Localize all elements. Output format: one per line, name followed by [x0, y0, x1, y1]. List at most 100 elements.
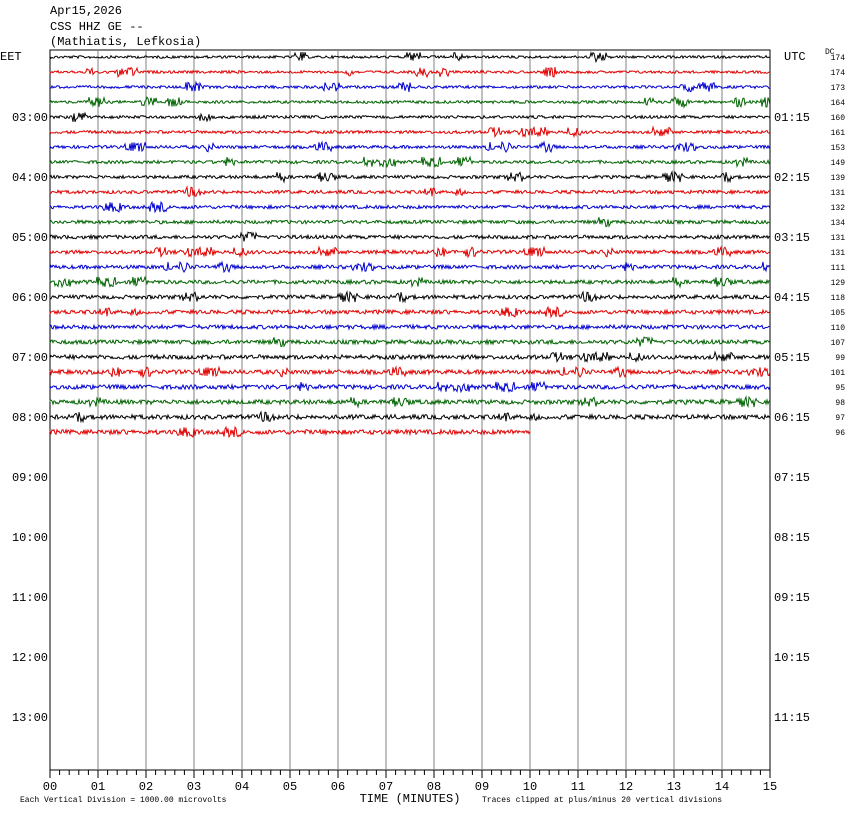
utc-time: 06:15 [774, 411, 810, 425]
dc-value: 164 [831, 99, 846, 108]
seismic-trace [49, 410, 771, 424]
x-tick-label: 11 [571, 780, 585, 794]
seismic-trace [49, 111, 771, 123]
seismic-trace [49, 245, 771, 259]
eet-time: 10:00 [12, 531, 48, 545]
x-tick-label: 06 [331, 780, 345, 794]
x-tick-label: 03 [187, 780, 201, 794]
eet-time: 07:00 [12, 351, 48, 365]
x-tick-label: 14 [715, 780, 729, 794]
dc-value: 161 [831, 129, 846, 138]
seismic-trace [49, 395, 771, 409]
seismic-trace [49, 80, 771, 93]
dc-value: 118 [831, 294, 846, 303]
seismic-trace [49, 200, 771, 214]
x-tick-label: 08 [427, 780, 441, 794]
seismic-trace [49, 217, 770, 228]
dc-value: 111 [831, 264, 846, 273]
dc-value: 110 [831, 324, 846, 333]
dc-value: 139 [831, 174, 846, 183]
location: (Mathiatis, Lefkosia) [50, 35, 201, 49]
seismic-trace [49, 365, 771, 379]
dc-value: 105 [831, 309, 846, 318]
seismic-trace [49, 290, 771, 304]
dc-value: 174 [831, 54, 846, 63]
x-tick-label: 13 [667, 780, 681, 794]
eet-time: 08:00 [12, 411, 48, 425]
x-tick-label: 09 [475, 780, 489, 794]
plot-frame [49, 49, 771, 771]
utc-time: 01:15 [774, 111, 810, 125]
eet-time: 04:00 [12, 171, 48, 185]
eet-time: 11:00 [12, 591, 48, 605]
eet-time: 05:00 [12, 231, 48, 245]
dc-label: DC [825, 48, 835, 57]
seismic-trace [49, 336, 771, 348]
dc-value: 131 [831, 249, 846, 258]
seismic-trace [49, 350, 771, 364]
seismic-trace [49, 425, 531, 439]
utc-time: 05:15 [774, 351, 810, 365]
seismic-trace [49, 140, 771, 154]
dc-value: 99 [835, 354, 845, 363]
x-tick-label: 01 [91, 780, 105, 794]
dc-value: 160 [831, 114, 846, 123]
x-tick-label: 10 [523, 780, 537, 794]
dc-value: 134 [831, 219, 846, 228]
seismic-trace [49, 170, 771, 184]
eet-time: 06:00 [12, 291, 48, 305]
eet-time: 13:00 [12, 711, 48, 725]
seismic-trace [49, 95, 771, 109]
eet-time: 09:00 [12, 471, 48, 485]
dc-value: 153 [831, 144, 846, 153]
utc-time: 10:15 [774, 651, 810, 665]
utc-time: 08:15 [774, 531, 810, 545]
dc-value: 149 [831, 159, 846, 168]
seismic-trace [49, 51, 771, 64]
footer-right: Traces clipped at plus/minus 20 vertical… [482, 796, 722, 805]
seismic-trace [49, 275, 771, 289]
x-tick-label: 05 [283, 780, 297, 794]
dc-value: 101 [831, 369, 846, 378]
dc-value: 173 [831, 84, 846, 93]
right-zone: UTC [784, 50, 806, 64]
left-zone: EET [0, 50, 22, 64]
x-tick-label: 12 [619, 780, 633, 794]
seismic-trace [49, 380, 771, 394]
utc-time: 03:15 [774, 231, 810, 245]
dc-value: 107 [831, 339, 846, 348]
dc-value: 97 [835, 414, 845, 423]
seismic-trace [49, 185, 771, 198]
seismic-trace [49, 305, 771, 319]
x-tick-label: 07 [379, 780, 393, 794]
footer-left: Each Vertical Division = 1000.00 microvo… [20, 796, 227, 805]
utc-time: 02:15 [774, 171, 810, 185]
dc-value: 131 [831, 234, 846, 243]
dc-value: 98 [835, 399, 845, 408]
utc-time: 09:15 [774, 591, 810, 605]
x-tick-label: 02 [139, 780, 153, 794]
seismic-trace [49, 125, 771, 139]
dc-value: 96 [835, 429, 845, 438]
dc-value: 132 [831, 204, 846, 213]
dc-value: 129 [831, 279, 846, 288]
x-axis-label: TIME (MINUTES) [360, 792, 461, 806]
x-tick-label: 04 [235, 780, 249, 794]
utc-time: 04:15 [774, 291, 810, 305]
eet-time: 03:00 [12, 111, 48, 125]
dc-value: 95 [835, 384, 845, 393]
dc-value: 131 [831, 189, 846, 198]
x-tick-label: 00 [43, 780, 57, 794]
station: CSS HHZ GE -- [50, 20, 144, 34]
utc-time: 11:15 [774, 711, 810, 725]
seismic-trace [49, 155, 771, 169]
seismic-trace [49, 323, 771, 331]
x-tick-label: 15 [763, 780, 777, 794]
eet-time: 12:00 [12, 651, 48, 665]
seismic-trace [49, 66, 771, 79]
utc-time: 07:15 [774, 471, 810, 485]
date: Apr15,2026 [50, 4, 122, 18]
seismic-trace [49, 231, 771, 242]
seismic-trace [49, 260, 771, 274]
